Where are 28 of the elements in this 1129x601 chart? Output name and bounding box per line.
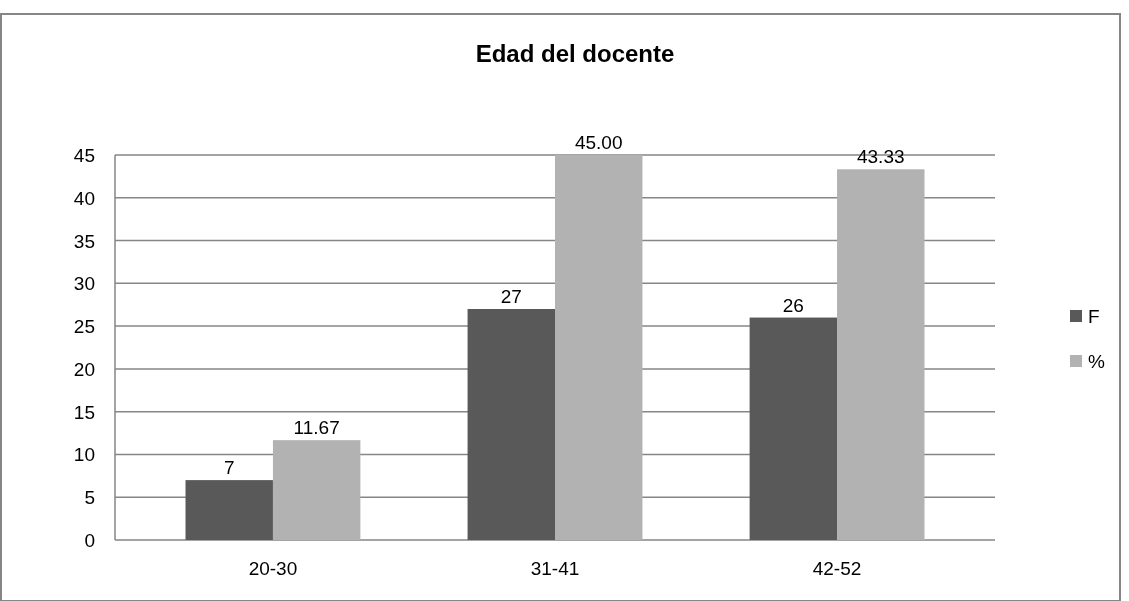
data-label: 26 — [782, 294, 804, 316]
data-label: 11.67 — [293, 417, 340, 439]
y-tick-label: 15 — [73, 401, 95, 423]
y-tick-label: 40 — [73, 187, 95, 209]
legend-label: F — [1088, 306, 1100, 327]
legend-label: % — [1088, 351, 1105, 372]
bar — [467, 309, 555, 540]
data-label: 27 — [500, 286, 522, 307]
data-label: 43.33 — [857, 146, 905, 168]
x-tick-label: 31-41 — [530, 558, 580, 579]
data-label: 7 — [223, 457, 235, 479]
bar — [749, 317, 838, 540]
y-tick-label: 5 — [84, 487, 95, 509]
y-tick-label: 45 — [73, 145, 95, 166]
bar — [837, 169, 925, 540]
bar — [272, 440, 361, 540]
bar — [555, 155, 643, 540]
chart-title: Edad del docente — [475, 40, 675, 67]
y-tick-label: 20 — [73, 358, 95, 380]
x-tick-label: 20-30 — [248, 558, 298, 579]
y-tick-label: 35 — [73, 230, 95, 252]
data-label: 45.00 — [574, 132, 623, 153]
y-tick-label: 0 — [84, 530, 95, 551]
bar — [185, 480, 273, 540]
y-tick-label: 10 — [73, 444, 95, 466]
y-tick-label: 30 — [73, 273, 95, 295]
y-tick-label: 25 — [73, 316, 95, 338]
x-tick-label: 42-52 — [812, 558, 862, 579]
